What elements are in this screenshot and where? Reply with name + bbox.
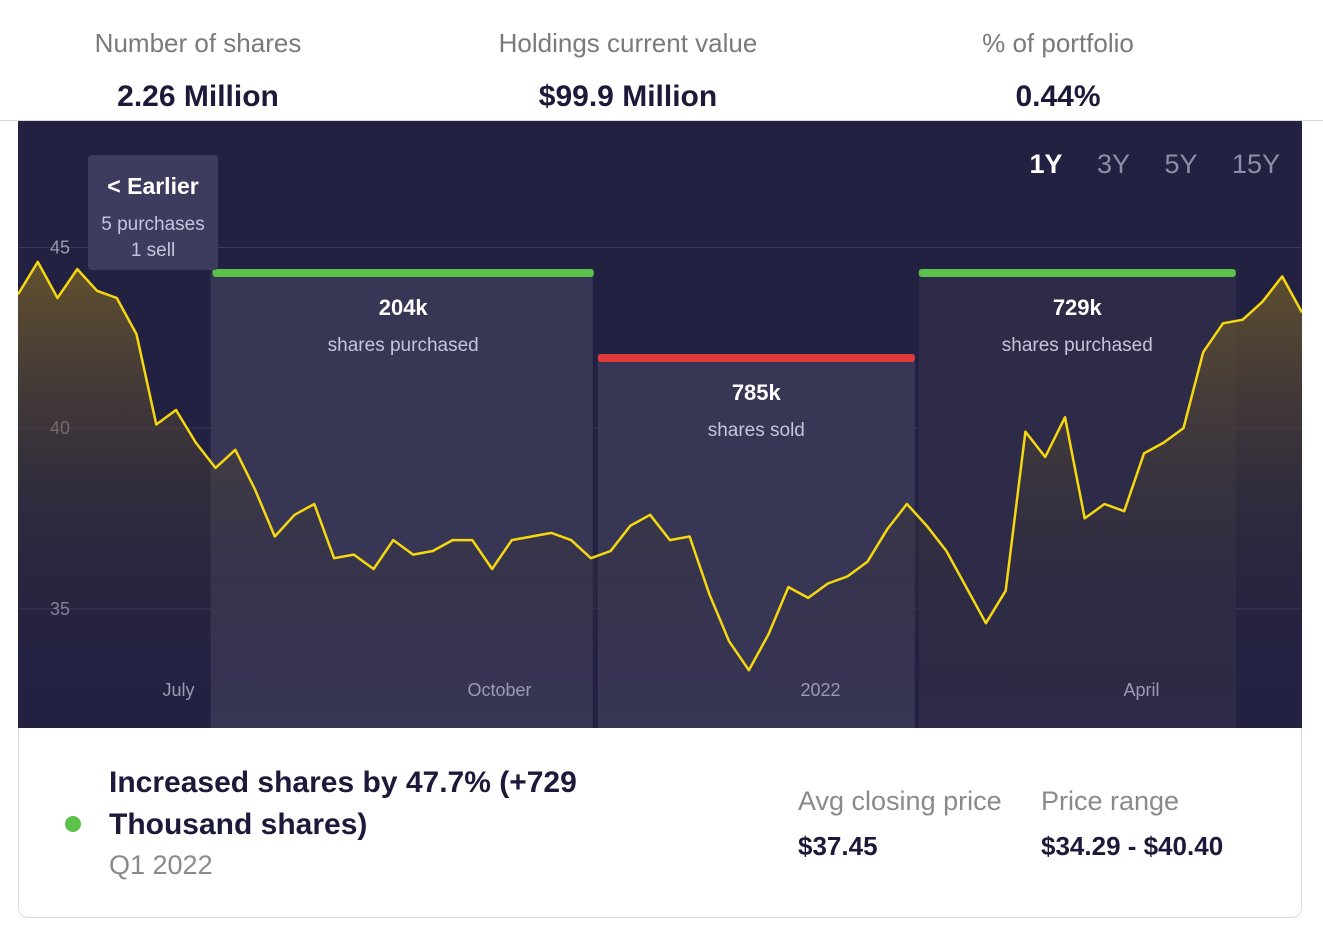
price-line	[18, 260, 1302, 672]
stat-label: Holdings current value	[498, 28, 758, 58]
earlier-transactions-button[interactable]: < Earlier 5 purchases 1 sell	[88, 155, 218, 270]
metric-value: $37.45	[798, 831, 878, 861]
transaction-label: shares purchased	[1002, 335, 1153, 356]
y-tick-label: 45	[50, 237, 70, 257]
sell-indicator-bar	[597, 354, 915, 362]
increase-status-dot	[65, 816, 81, 832]
earlier-summary: 5 purchases 1 sell	[88, 212, 218, 264]
quarter-summary-card: Increased shares by 47.7% (+729 Thousand…	[18, 728, 1302, 918]
buy-indicator-bar	[918, 269, 1236, 277]
x-tick-label: April	[1123, 680, 1159, 700]
range-3y[interactable]: 3Y	[1096, 149, 1131, 179]
metric-label: Avg closing price	[798, 786, 1002, 816]
price-area	[18, 261, 1302, 728]
range-15y[interactable]: 15Y	[1231, 149, 1280, 179]
x-tick-label: 2022	[800, 680, 840, 700]
stat-value: $99.9 Million	[538, 80, 718, 113]
transaction-amount: 785k	[732, 380, 782, 405]
buy-indicator-bar	[212, 269, 594, 277]
transaction-label: shares purchased	[328, 335, 479, 356]
metric-value: $34.29 - $40.40	[1041, 831, 1224, 861]
change-headline: Increased shares by 47.7% (+729 Thousand…	[109, 766, 577, 841]
earlier-title: < Earlier	[107, 173, 199, 199]
range-1y[interactable]: 1Y	[1029, 149, 1063, 179]
earlier-sells-count: 1 sell	[130, 240, 176, 261]
metric-label: Price range	[1041, 786, 1180, 816]
stat-label: % of portfolio	[982, 28, 1134, 58]
stat-label: Number of shares	[94, 28, 302, 58]
price-range: Price range $34.29 - $40.40	[1041, 786, 1223, 862]
stat-value: 0.44%	[1015, 80, 1101, 113]
earlier-purchases-count: 5 purchases	[101, 214, 205, 235]
range-5y[interactable]: 5Y	[1164, 149, 1198, 179]
quarter-label: Q1 2022	[109, 850, 213, 880]
holding-stats: Number of shares 2.26 Million Holdings c…	[0, 0, 1323, 121]
stat-value: 2.26 Million	[117, 80, 279, 113]
transaction-amount: 729k	[1053, 295, 1103, 320]
time-range-selector: 1Y 3Y 5Y 15Y	[1000, 149, 1281, 180]
x-tick-label: October	[467, 680, 531, 700]
avg-closing-price: Avg closing price $37.45	[798, 786, 1002, 862]
transaction-label: shares sold	[708, 420, 805, 441]
transaction-amount: 204k	[379, 295, 429, 320]
x-tick-label: July	[162, 680, 194, 700]
